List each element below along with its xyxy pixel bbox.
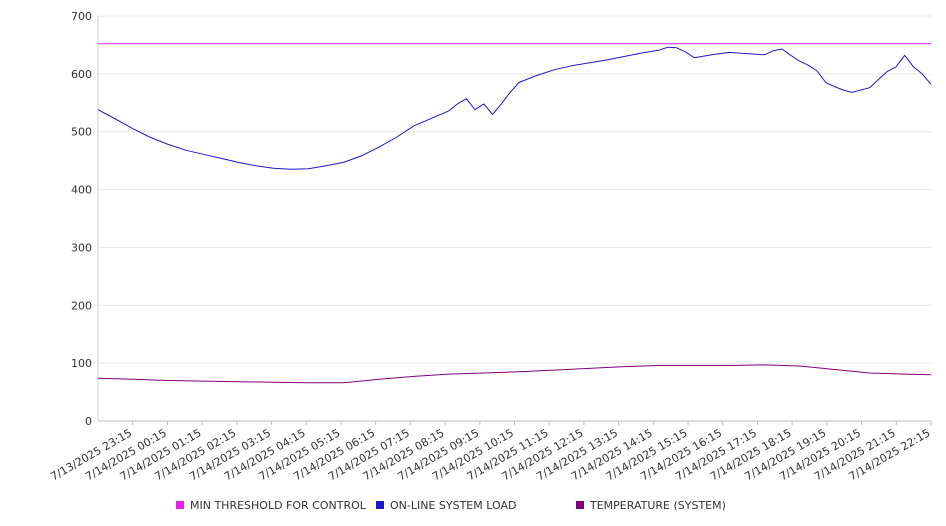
legend: MIN THRESHOLD FOR CONTROL ON-LINE SYSTEM … xyxy=(176,499,726,512)
y-tick-label: 400 xyxy=(71,184,92,197)
y-tick-label: 700 xyxy=(71,10,92,23)
x-axis-ticks: 7/13/2025 23:157/14/2025 00:157/14/2025 … xyxy=(48,421,933,483)
y-tick-label: 500 xyxy=(71,126,92,139)
legend-label: ON-LINE SYSTEM LOAD xyxy=(390,499,516,512)
series-line-3 xyxy=(97,364,932,384)
y-tick-label: 100 xyxy=(71,357,92,370)
series-line-2 xyxy=(97,46,932,170)
legend-swatch xyxy=(576,501,584,509)
series-lines xyxy=(97,43,932,384)
y-tick-label: 200 xyxy=(71,299,92,312)
y-axis-ticks: 0 100 200 300 400 500 600 700 xyxy=(71,10,92,428)
gridlines xyxy=(98,15,931,364)
legend-swatch xyxy=(376,501,384,509)
legend-swatch xyxy=(176,501,184,509)
legend-label: MIN THRESHOLD FOR CONTROL xyxy=(190,499,367,512)
y-tick-label: 600 xyxy=(71,68,92,81)
legend-label: TEMPERATURE (SYSTEM) xyxy=(589,499,726,512)
y-tick-label: 300 xyxy=(71,241,92,254)
axes xyxy=(97,16,931,422)
y-tick-label: 0 xyxy=(85,415,92,428)
